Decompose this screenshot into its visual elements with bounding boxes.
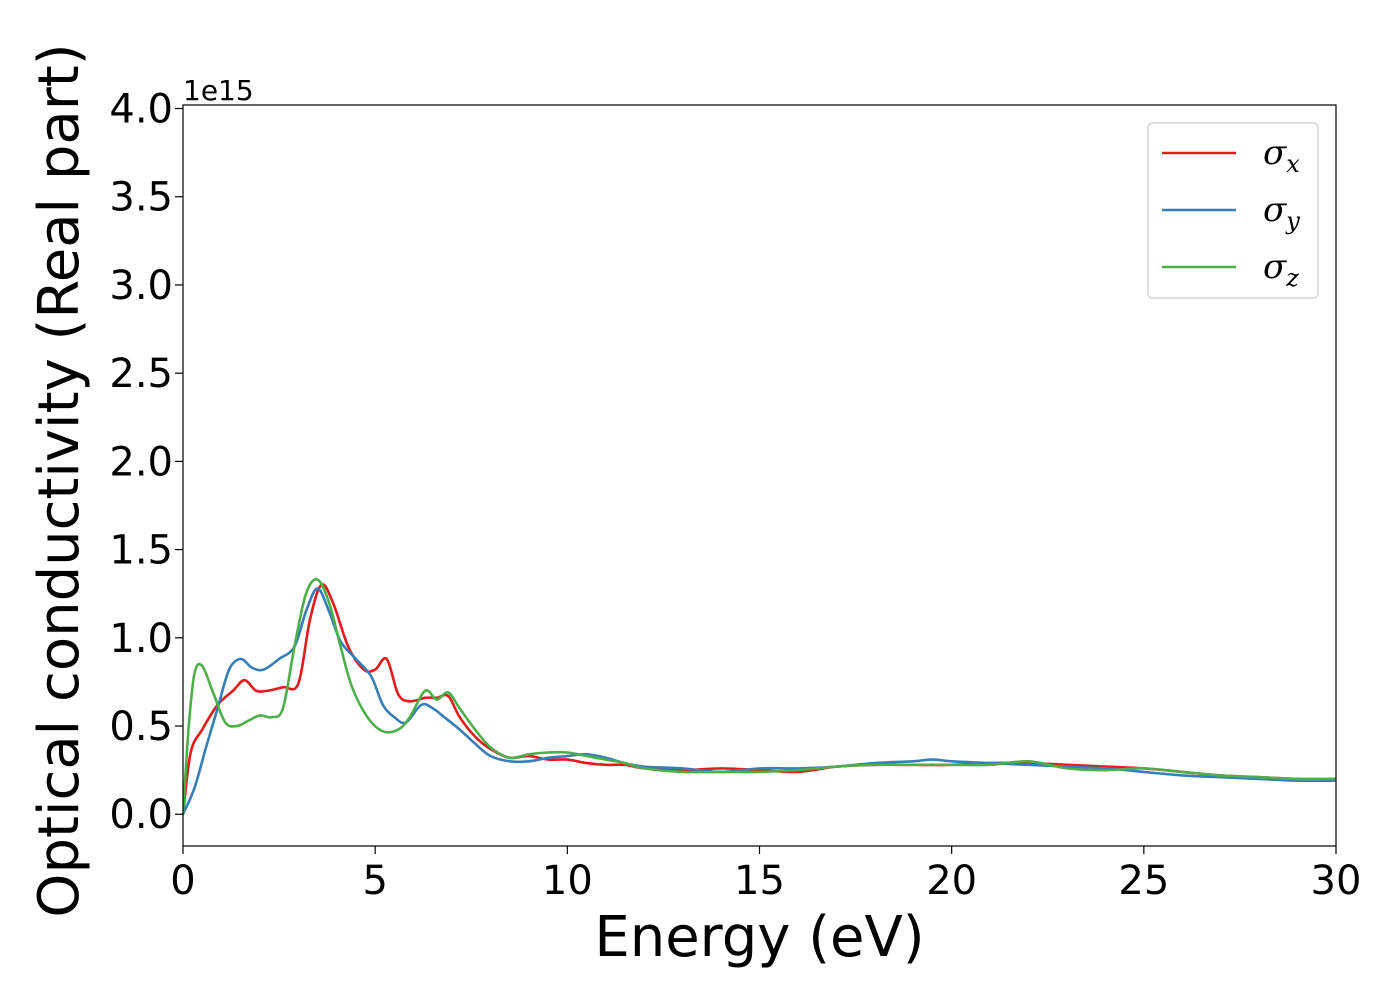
x-tick-label: 0 xyxy=(170,858,195,904)
x-tick-label: 10 xyxy=(542,858,593,904)
x-tick-label: 25 xyxy=(1118,858,1169,904)
y-tick-label: 2.0 xyxy=(109,439,173,485)
legend-label-y: σy xyxy=(1263,190,1300,235)
legend-label-x: σx xyxy=(1263,133,1300,178)
x-tick-label: 15 xyxy=(734,858,785,904)
legend: σx σy σz xyxy=(1147,122,1319,299)
y-tick-label: 1.0 xyxy=(109,616,173,662)
series-layer xyxy=(183,578,1336,816)
y-tick-label: 0.0 xyxy=(109,792,173,838)
x-tick-label: 20 xyxy=(926,858,977,904)
y-tick-label: 3.5 xyxy=(109,175,173,221)
y-axis: 0.0 0.5 1.0 1.5 2.0 2.5 3.0 3.5 4.0 xyxy=(109,87,183,838)
y-tick-label: 2.5 xyxy=(109,351,173,397)
legend-label-z: σz xyxy=(1263,247,1299,292)
y-tick-label: 0.5 xyxy=(109,704,173,750)
x-axis-title: Energy (eV) xyxy=(594,905,924,970)
x-tick-label: 30 xyxy=(1311,858,1362,904)
series-line-z xyxy=(183,578,1336,816)
y-offset-label: 1e15 xyxy=(183,74,254,107)
y-axis-title: Optical conductivity (Real part) xyxy=(27,43,92,917)
x-tick-label: 5 xyxy=(362,858,387,904)
y-tick-label: 1.5 xyxy=(109,528,173,574)
y-tick-label: 4.0 xyxy=(109,87,173,133)
y-tick-label: 3.0 xyxy=(109,263,173,309)
x-axis: 0 5 10 15 20 25 30 xyxy=(170,846,1361,904)
